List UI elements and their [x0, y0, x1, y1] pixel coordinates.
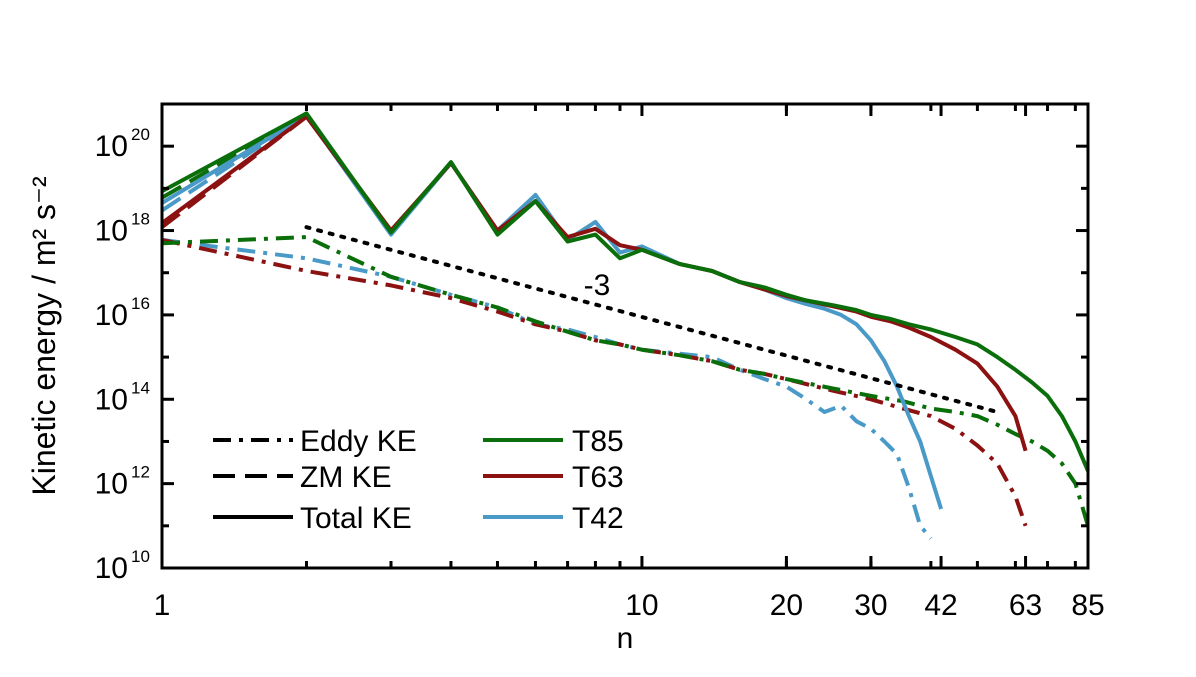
- y-tick-label: 10: [95, 468, 128, 501]
- legend-style-label: ZM KE: [300, 461, 392, 494]
- x-tick-label: 85: [1071, 589, 1104, 622]
- y-tick-label: 10: [95, 552, 128, 585]
- slope-annotation: -3: [584, 269, 611, 302]
- x-tick-label: 63: [1009, 589, 1042, 622]
- legend-resolution-label: T63: [572, 461, 624, 494]
- y-tick-exponent: 10: [131, 547, 150, 566]
- legend-resolution-label: T85: [572, 425, 624, 458]
- series-t85-total-ke: [161, 111, 1090, 472]
- y-tick-exponent: 20: [131, 125, 150, 144]
- x-tick-label: 20: [770, 589, 803, 622]
- plot-frame: [160, 102, 1090, 570]
- y-tick-exponent: 14: [131, 378, 150, 397]
- legend-resolution-label: T42: [572, 502, 624, 535]
- y-tick-label: 10: [95, 215, 128, 248]
- series-t85-eddy-ke: [161, 235, 1090, 527]
- reference-line-layer: [304, 225, 1000, 414]
- series-t42-total-ke: [160, 113, 944, 510]
- series-t42-eddy-ke: [161, 237, 933, 540]
- label-layer: n Kinetic energy / m² s⁻² -3 1 10 20 30 42 63…: [26, 125, 1105, 655]
- tick-layer: [160, 102, 1090, 570]
- y-tick-label: 10: [95, 130, 128, 163]
- x-tick-label: 42: [924, 589, 957, 622]
- x-tick-label: 10: [625, 589, 658, 622]
- x-tick-label: 30: [854, 589, 887, 622]
- y-tick-label: 10: [95, 383, 128, 416]
- series-layer: [160, 111, 1090, 540]
- y-tick-label: 10: [95, 299, 128, 332]
- y-axis-label: Kinetic energy / m² s⁻²: [26, 176, 62, 496]
- y-tick-exponent: 18: [131, 210, 150, 229]
- y-tick-exponent: 16: [131, 294, 150, 313]
- slope-reference-line: [304, 225, 1000, 414]
- x-tick-label: 1: [154, 589, 171, 622]
- legend-style-label: Eddy KE: [300, 425, 417, 458]
- x-axis-label: n: [617, 622, 634, 655]
- legend-style-label: Total KE: [300, 502, 412, 535]
- y-tick-exponent: 12: [131, 463, 150, 482]
